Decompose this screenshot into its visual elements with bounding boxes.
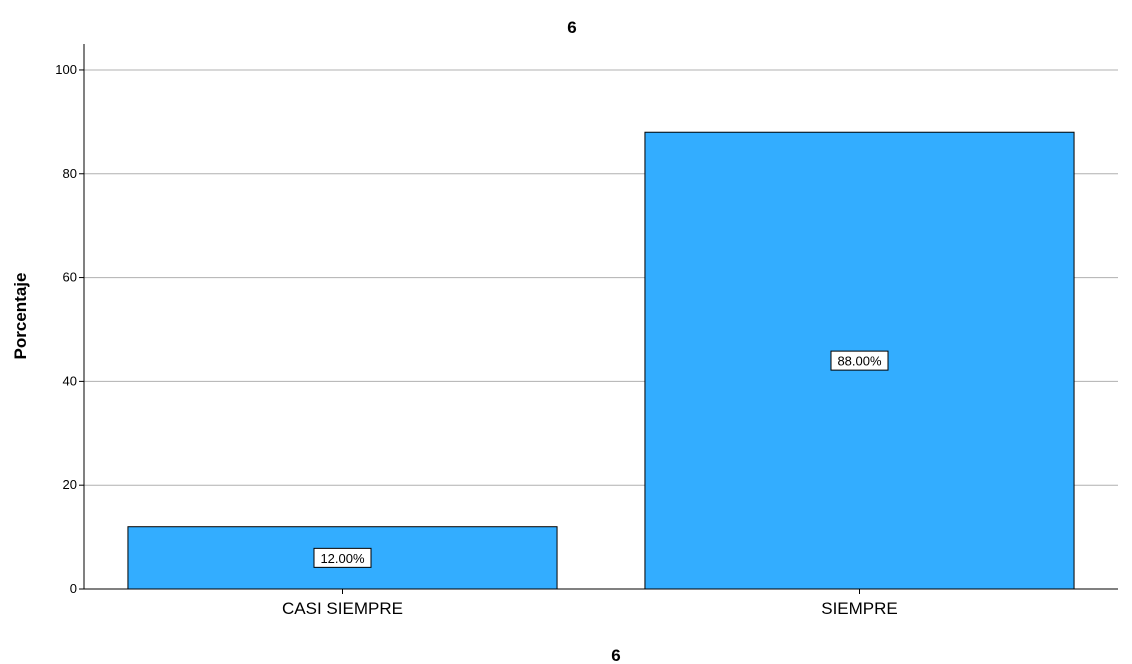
x-axis-title: 6 <box>611 646 620 664</box>
y-tick-label-80: 80 <box>63 166 77 181</box>
y-axis-title: Porcentaje <box>11 273 30 360</box>
y-tick-label-100: 100 <box>55 62 77 77</box>
y-tick-label-20: 20 <box>63 477 77 492</box>
data-label-0: 12.00% <box>313 547 372 568</box>
data-label-text-1: 88.00% <box>837 354 882 369</box>
chart-title: 6 <box>567 18 576 37</box>
data-labels: 12.00% 88.00% <box>313 350 889 568</box>
axes: 0 20 40 60 80 100 CASI SIEMPRE SIEMPRE <box>55 44 1118 618</box>
x-tick-label-1: SIEMPRE <box>821 599 898 618</box>
data-label-box-0 <box>313 547 372 568</box>
data-label-box-1 <box>830 350 889 371</box>
y-tick-label-0: 0 <box>70 581 77 596</box>
y-tick-label-40: 40 <box>63 373 77 388</box>
y-tick-label-60: 60 <box>63 270 77 285</box>
data-label-1: 88.00% <box>830 350 889 371</box>
data-label-text-0: 12.00% <box>320 551 365 566</box>
bars <box>127 131 1075 590</box>
x-tick-label-0: CASI SIEMPRE <box>282 599 403 618</box>
